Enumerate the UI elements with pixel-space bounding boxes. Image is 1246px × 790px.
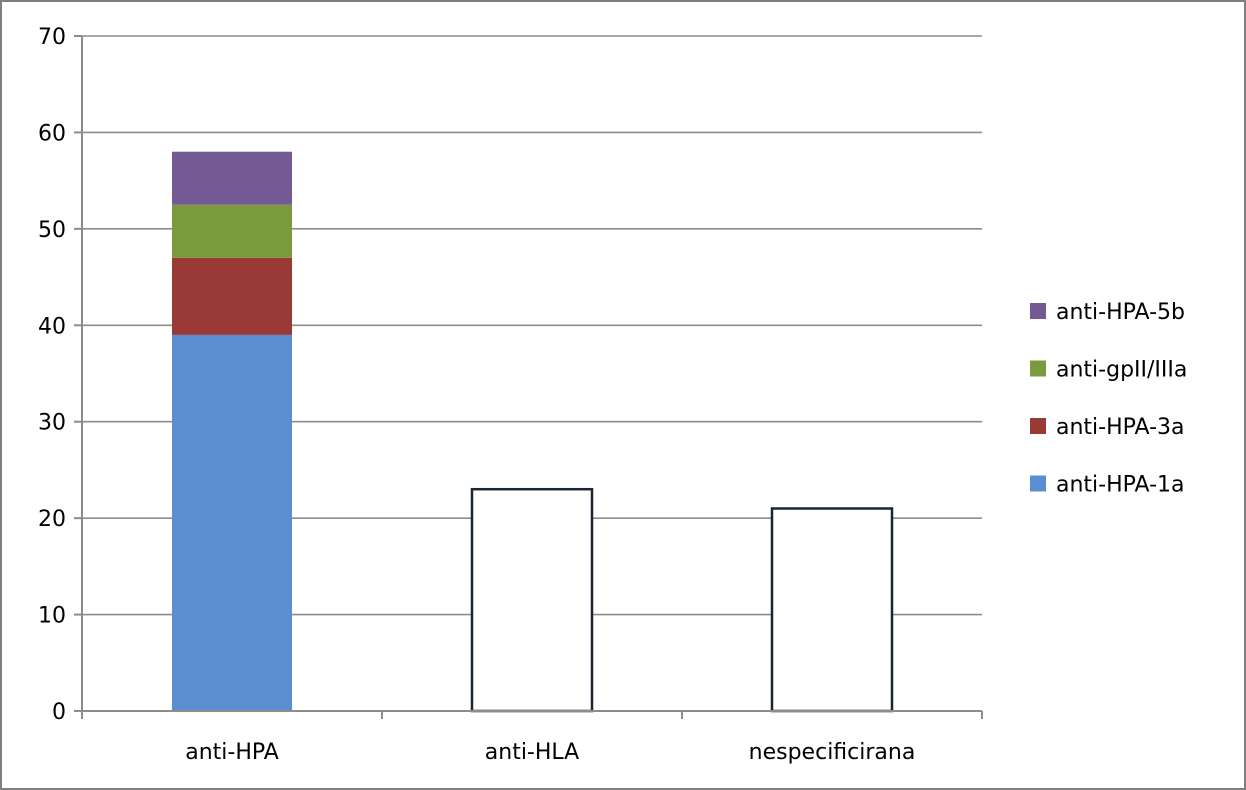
y-tick-label: 30 [38, 411, 66, 436]
bar-anti-HLA [470, 487, 594, 713]
y-tick-label: 0 [52, 700, 66, 725]
legend-swatch [1030, 303, 1046, 319]
bar-nespecificirana [770, 507, 894, 713]
y-tick-label: 60 [38, 121, 66, 146]
bars [172, 151, 894, 713]
x-tick-label: nespecificirana [749, 740, 916, 765]
legend: anti-HPA-5b anti-gpII/IIIa anti-HPA-3a anti… [1030, 300, 1187, 498]
bar-anti-HPA-anti-gpII/IIIa [172, 204, 292, 258]
legend-swatch [1030, 475, 1046, 492]
x-tick-label: anti-HLA [485, 740, 579, 765]
legend-label: anti-gpII/IIIa [1056, 358, 1187, 383]
legend-label: anti-HPA-3a [1056, 415, 1185, 440]
legend-label: anti-HPA-1a [1056, 473, 1185, 498]
bar-anti-HPA-anti-HPA-5b [172, 151, 292, 205]
y-tick-label: 20 [38, 507, 66, 532]
y-tick-label: 70 [38, 25, 66, 50]
x-tick-label: anti-HPA [185, 740, 279, 765]
y-axis-labels: 0 10 20 30 40 50 60 70 [38, 25, 66, 725]
y-tick-label: 10 [38, 604, 66, 629]
y-tick-label: 40 [38, 314, 66, 339]
legend-label: anti-HPA-5b [1056, 300, 1185, 325]
legend-swatch [1030, 360, 1046, 377]
axes [74, 35, 983, 719]
bar-anti-HPA-anti-HPA-3a [172, 257, 292, 335]
x-axis-labels: anti-HPA anti-HLA nespecificirana [185, 740, 915, 765]
bar-anti-HPA-anti-HPA-1a [172, 334, 292, 711]
legend-swatch [1030, 418, 1046, 434]
y-tick-label: 50 [38, 218, 66, 243]
